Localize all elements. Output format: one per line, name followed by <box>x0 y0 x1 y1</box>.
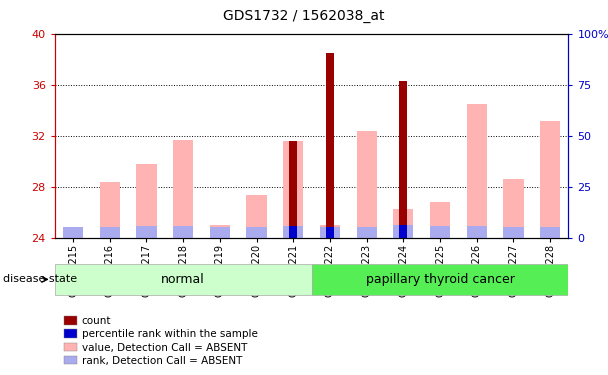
Bar <box>289 141 297 238</box>
FancyBboxPatch shape <box>55 264 311 295</box>
Bar <box>399 81 407 238</box>
Bar <box>326 227 334 238</box>
Bar <box>399 225 407 238</box>
Bar <box>100 226 120 238</box>
Bar <box>210 226 230 238</box>
Bar <box>246 195 267 238</box>
Bar <box>63 231 83 238</box>
Bar <box>173 140 193 238</box>
Bar <box>540 121 560 238</box>
Bar <box>326 53 334 238</box>
Bar <box>467 104 487 238</box>
Bar <box>136 164 156 238</box>
Bar <box>393 225 413 238</box>
Bar <box>467 226 487 238</box>
Bar <box>393 209 413 238</box>
FancyBboxPatch shape <box>311 264 568 295</box>
Bar <box>63 226 83 238</box>
Bar <box>540 227 560 238</box>
Bar <box>356 131 377 238</box>
Bar <box>430 226 450 238</box>
Bar <box>173 226 193 238</box>
Text: normal: normal <box>161 273 205 286</box>
Text: GDS1732 / 1562038_at: GDS1732 / 1562038_at <box>223 9 385 23</box>
Bar <box>283 141 303 238</box>
Bar <box>246 226 267 238</box>
Bar <box>136 226 156 238</box>
Legend: count, percentile rank within the sample, value, Detection Call = ABSENT, rank, : count, percentile rank within the sample… <box>60 312 262 370</box>
Bar <box>356 227 377 238</box>
Bar <box>320 227 340 238</box>
Bar <box>430 202 450 238</box>
Bar <box>210 225 230 238</box>
Bar <box>100 182 120 238</box>
Bar <box>283 226 303 238</box>
Bar <box>503 226 523 238</box>
Bar <box>289 226 297 238</box>
Text: disease state: disease state <box>3 274 77 284</box>
Text: papillary thyroid cancer: papillary thyroid cancer <box>365 273 514 286</box>
Bar <box>503 179 523 238</box>
Bar <box>320 225 340 238</box>
